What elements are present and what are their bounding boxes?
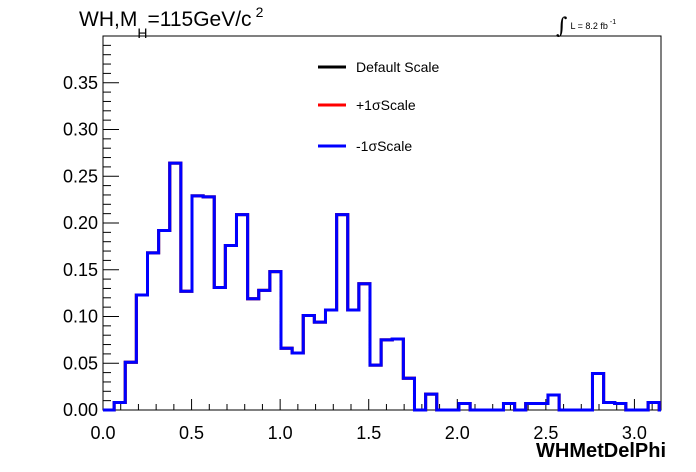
- x-tick-label: 1.5: [356, 423, 381, 443]
- luminosity-label: ∫ L = 8.2 fb -1: [556, 10, 617, 39]
- title-superscript: 2: [255, 4, 264, 20]
- title-rest: =115GeV/c: [147, 8, 252, 31]
- legend-label-2: -1σScale: [356, 138, 412, 154]
- y-tick-label: 0.25: [63, 166, 98, 186]
- x-tick-label: 2.0: [445, 423, 470, 443]
- histogram-series-1: [103, 161, 661, 412]
- y-tick-label: 0.15: [63, 260, 98, 280]
- y-tick-label: 0.00: [63, 400, 98, 420]
- histogram-series-0: [103, 161, 661, 412]
- x-tick-label: 1.0: [268, 423, 293, 443]
- title-subscript: H: [137, 25, 148, 41]
- x-tick-label: 0.0: [90, 423, 115, 443]
- legend-label-0: Default Scale: [356, 59, 439, 75]
- x-tick-label: 2.5: [533, 423, 558, 443]
- x-axis-label: WHMetDelPhi: [536, 440, 666, 462]
- y-tick-label: 0.30: [63, 120, 98, 140]
- title-main: WH,M: [79, 8, 138, 31]
- histogram-series-2: [103, 161, 661, 412]
- x-tick-label: 0.5: [179, 423, 204, 443]
- y-tick-label: 0.35: [63, 73, 98, 93]
- luminosity-text: L = 8.2 fb: [570, 21, 608, 31]
- luminosity-superscript: -1: [609, 19, 617, 26]
- y-tick-label: 0.20: [63, 213, 98, 233]
- legend-label-1: +1σScale: [356, 97, 416, 113]
- chart-title: WH,MH=115GeV/c 2: [79, 4, 263, 41]
- y-tick-label: 0.10: [63, 307, 98, 327]
- y-tick-label: 0.05: [63, 353, 98, 373]
- x-tick-label: 3.0: [622, 423, 647, 443]
- integral-symbol: ∫: [556, 14, 568, 39]
